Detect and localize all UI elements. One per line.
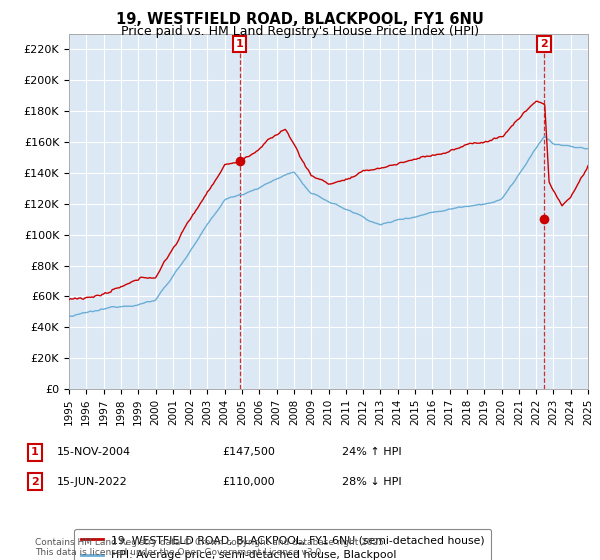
Text: 24% ↑ HPI: 24% ↑ HPI — [342, 447, 401, 458]
Text: 1: 1 — [31, 447, 38, 458]
Text: 2: 2 — [540, 39, 548, 49]
Text: 15-NOV-2004: 15-NOV-2004 — [57, 447, 131, 458]
Text: 2: 2 — [31, 477, 38, 487]
Text: 15-JUN-2022: 15-JUN-2022 — [57, 477, 128, 487]
Legend: 19, WESTFIELD ROAD, BLACKPOOL, FY1 6NU (semi-detached house), HPI: Average price: 19, WESTFIELD ROAD, BLACKPOOL, FY1 6NU (… — [74, 529, 491, 560]
Text: Contains HM Land Registry data © Crown copyright and database right 2025.
This d: Contains HM Land Registry data © Crown c… — [35, 538, 386, 557]
Text: 28% ↓ HPI: 28% ↓ HPI — [342, 477, 401, 487]
Text: 19, WESTFIELD ROAD, BLACKPOOL, FY1 6NU: 19, WESTFIELD ROAD, BLACKPOOL, FY1 6NU — [116, 12, 484, 27]
Text: 1: 1 — [236, 39, 244, 49]
Text: £110,000: £110,000 — [222, 477, 275, 487]
Text: Price paid vs. HM Land Registry's House Price Index (HPI): Price paid vs. HM Land Registry's House … — [121, 25, 479, 38]
Text: £147,500: £147,500 — [222, 447, 275, 458]
